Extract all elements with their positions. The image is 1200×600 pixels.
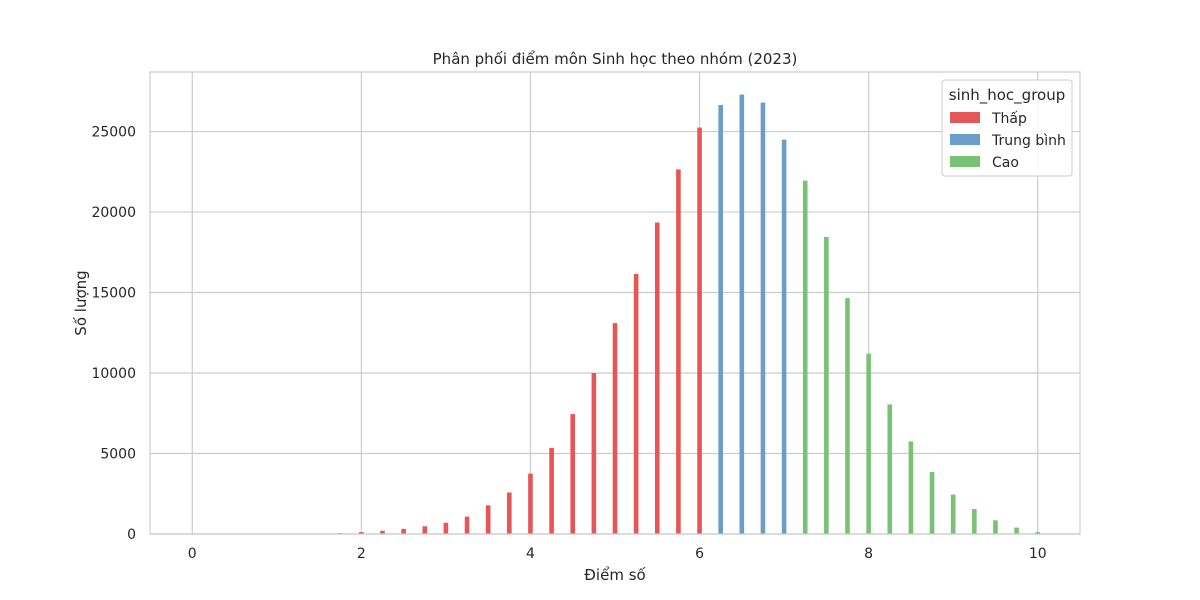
chart-title: Phân phối điểm môn Sinh học theo nhóm (2…: [433, 50, 798, 68]
x-axis-title: Điểm số: [584, 566, 646, 584]
y-tick-label: 0: [127, 527, 136, 543]
y-axis-title: Số lượng: [72, 270, 90, 335]
legend-label: Thấp: [991, 111, 1027, 127]
bar: [845, 298, 850, 534]
x-tick-label: 2: [357, 546, 366, 562]
bars: [189, 94, 1041, 535]
bar: [824, 237, 829, 534]
x-tick-label: 8: [864, 546, 873, 562]
legend-box: [941, 79, 1073, 177]
bar: [612, 323, 618, 534]
bar: [401, 528, 406, 534]
bar: [950, 494, 956, 534]
bar: [1014, 527, 1019, 534]
bar: [633, 274, 639, 534]
x-tick-label: 4: [526, 546, 535, 562]
bar: [422, 526, 428, 534]
bar: [654, 222, 660, 534]
plot-frame: [149, 71, 1081, 535]
bar: [972, 509, 977, 534]
legend-title: sinh_hoc_group: [949, 86, 1066, 105]
bar: [718, 105, 723, 534]
bar: [781, 139, 787, 535]
bar: [993, 520, 998, 534]
legend-swatch: [950, 112, 980, 123]
y-tick-label: 25000: [91, 125, 136, 141]
x-tick-label: 0: [188, 546, 197, 562]
bar: [528, 473, 533, 534]
bar: [380, 530, 385, 534]
bar: [887, 404, 893, 534]
bar: [507, 492, 512, 534]
bar: [359, 532, 364, 534]
y-tick-label: 10000: [91, 366, 136, 382]
bar: [570, 414, 576, 534]
legend-label: Trung bình: [991, 133, 1066, 149]
bar: [866, 353, 871, 534]
bar: [485, 505, 491, 534]
bar: [1035, 532, 1041, 534]
y-tick-label: 20000: [91, 205, 136, 221]
bar: [443, 522, 449, 534]
bar: [464, 516, 470, 534]
bar: [549, 447, 554, 534]
tick-labels: 0 2 4 6 8 10 0 5000 10000 15000 20000 25000: [91, 125, 1046, 562]
legend-label: Cao: [992, 155, 1019, 171]
bar: [802, 180, 808, 534]
x-tick-label: 10: [1029, 546, 1047, 562]
y-tick-label: 15000: [91, 286, 136, 302]
bar: [739, 94, 745, 534]
legend: sinh_hoc_group Thấp Trung bình Cao: [941, 79, 1073, 177]
bar: [676, 169, 681, 534]
bar: [760, 102, 766, 535]
y-tick-label: 5000: [100, 447, 136, 463]
bar: [697, 127, 702, 534]
bar: [929, 472, 935, 534]
legend-swatch: [950, 156, 980, 167]
x-tick-label: 6: [695, 546, 704, 562]
legend-swatch: [950, 134, 980, 145]
bar: [591, 373, 597, 534]
bar: [908, 441, 914, 534]
